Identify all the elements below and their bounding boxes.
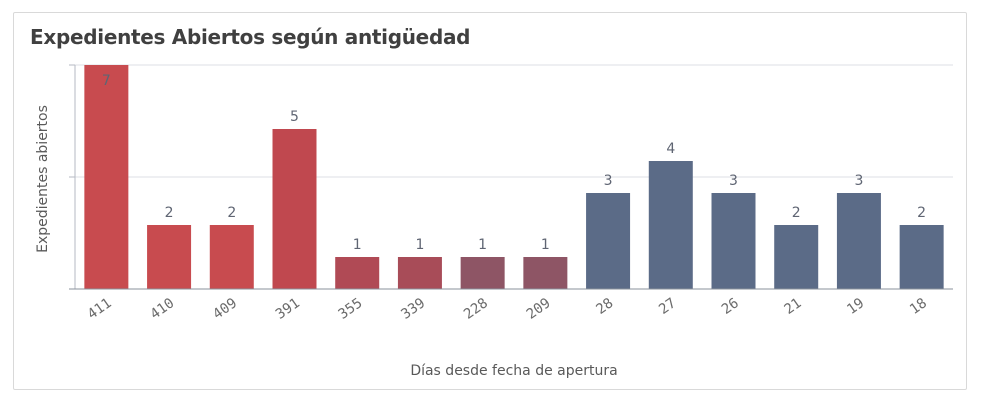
bar-18[interactable] [899,225,944,289]
data-label-339: 1 [415,237,424,253]
x-tick-label-355: 355 [336,295,366,323]
data-label-391: 5 [290,109,299,125]
data-label-209: 1 [541,237,550,253]
bar-409[interactable] [209,225,254,289]
x-tick-label-18: 18 [907,295,930,318]
x-tick-label-411: 411 [85,295,115,323]
bar-355[interactable] [335,257,380,289]
data-label-409: 2 [227,205,236,221]
bar-28[interactable] [586,193,631,289]
bar-26[interactable] [711,193,756,289]
data-labels: 7 2 2 5 1 1 1 1 3 4 3 2 3 2 [102,73,926,253]
data-label-355: 1 [353,237,362,253]
x-tick-label-409: 409 [210,295,240,323]
bar-339[interactable] [397,257,442,289]
data-label-228: 1 [478,237,487,253]
x-tick-label-28: 28 [593,295,616,318]
x-tick-label-410: 410 [147,295,177,323]
bar-410[interactable] [147,225,192,289]
x-tick-label-391: 391 [273,295,303,323]
x-tick-label-209: 209 [524,295,554,323]
data-label-18: 2 [917,205,926,221]
x-axis-title: Días desde fecha de apertura [410,363,617,379]
bar-19[interactable] [836,193,881,289]
bar-228[interactable] [460,257,505,289]
chart-card: Expedientes Abiertos según antigüedad [13,12,967,390]
x-tick-label-21: 21 [782,295,805,318]
data-label-28: 3 [604,173,613,189]
x-tick-label-19: 19 [844,295,867,318]
data-label-27: 4 [666,141,675,157]
data-label-26: 3 [729,173,738,189]
x-tick-labels: 411 410 409 391 355 339 228 209 28 27 26 21 19 18 [85,295,930,323]
bar-391[interactable] [272,129,317,289]
bar-27[interactable] [648,161,693,289]
bar-209[interactable] [523,257,568,289]
data-label-19: 3 [854,173,863,189]
x-tick-label-26: 26 [719,295,742,318]
bar-411[interactable] [84,65,129,289]
axes-group [69,65,953,290]
x-tick-label-339: 339 [398,295,428,323]
grid-lines [69,64,953,178]
x-tick-label-27: 27 [656,295,679,318]
y-axis-title: Expedientes abiertos [35,105,51,253]
bar-21[interactable] [774,225,819,289]
x-tick-label-228: 228 [461,295,491,323]
chart-title: Expedientes Abiertos según antigüedad [30,25,471,49]
bars-group [84,65,944,289]
data-label-411: 7 [102,73,111,89]
data-label-410: 2 [165,205,174,221]
data-label-21: 2 [792,205,801,221]
